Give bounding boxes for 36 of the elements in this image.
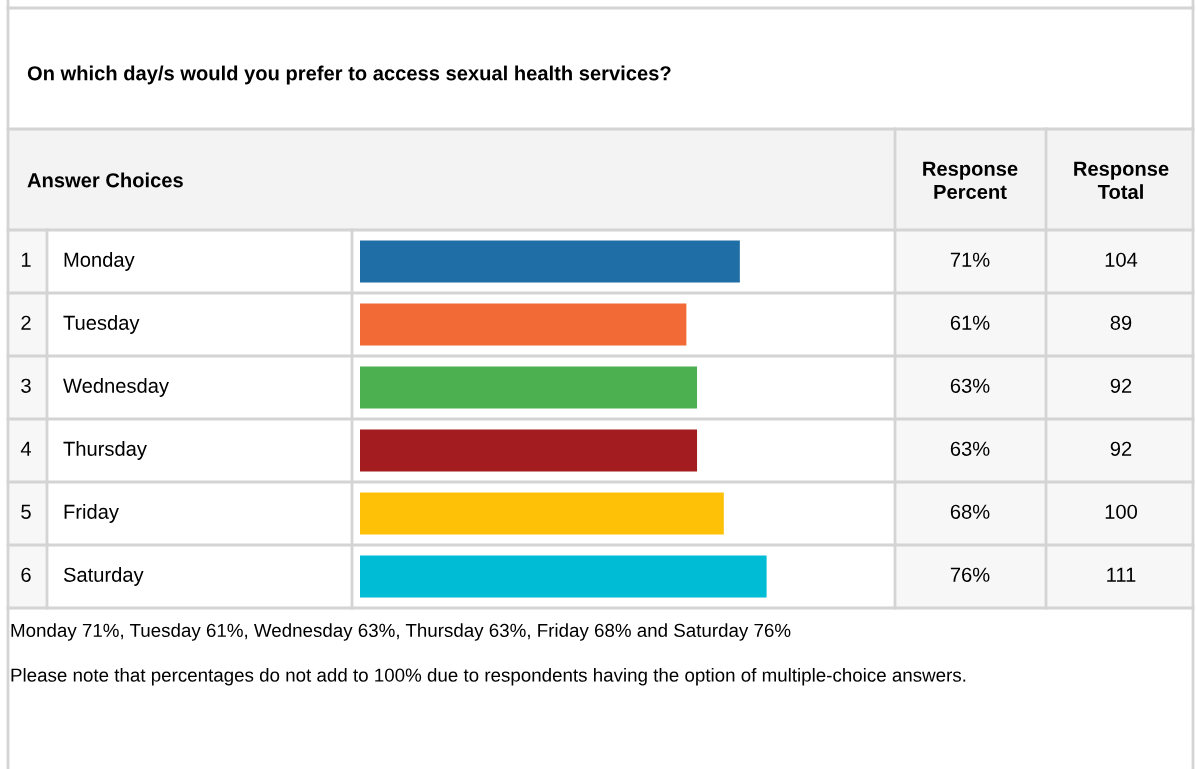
y-tick-label: Saturday [63, 567, 144, 586]
data-label: 63% [950, 378, 990, 393]
text: 5 [21, 504, 31, 519]
data-label: 61% [950, 315, 990, 330]
text: Response Percent [923, 161, 1018, 199]
y-tick-label: Friday [64, 504, 119, 523]
text: 3 [21, 378, 31, 393]
text: Monday 71%, Tuesday 61%, Wednesday 63%, Thursday 63%, Friday 68% and Saturday 76% [11, 623, 791, 641]
text: 104 [1105, 252, 1138, 267]
data-label: 63% [950, 441, 990, 456]
y-tick-label: Monday [64, 252, 135, 271]
text: 6 [21, 567, 31, 582]
text: 89 [1110, 315, 1132, 330]
text: 111 [1107, 567, 1136, 582]
bar [360, 366, 698, 409]
text: Please note that percentages do not add to 100% due to respondents having the option of multiple-choice answers. [11, 668, 966, 686]
text: 92 [1110, 378, 1132, 393]
y-tick-label: Thursday [63, 441, 147, 460]
bar [360, 240, 740, 283]
text: Response Total [1074, 161, 1169, 199]
bar [360, 492, 724, 535]
bar [360, 429, 698, 472]
chart-title: On which day/s would you prefer to access sexual health services? [27, 65, 671, 85]
text: 100 [1105, 504, 1138, 519]
data-label: 71% [950, 252, 990, 267]
data-label: 76% [950, 567, 990, 582]
text: 2 [21, 315, 31, 330]
y-tick-label: Wednesday [63, 378, 169, 397]
text: 92 [1110, 441, 1132, 456]
text: 4 [20, 441, 32, 456]
text: 1 [21, 252, 31, 267]
text: Answer Choices [27, 172, 183, 188]
y-tick-label: Tuesday [63, 315, 140, 334]
bar [360, 555, 767, 598]
data-label: 68% [950, 504, 990, 519]
bar [360, 303, 687, 346]
